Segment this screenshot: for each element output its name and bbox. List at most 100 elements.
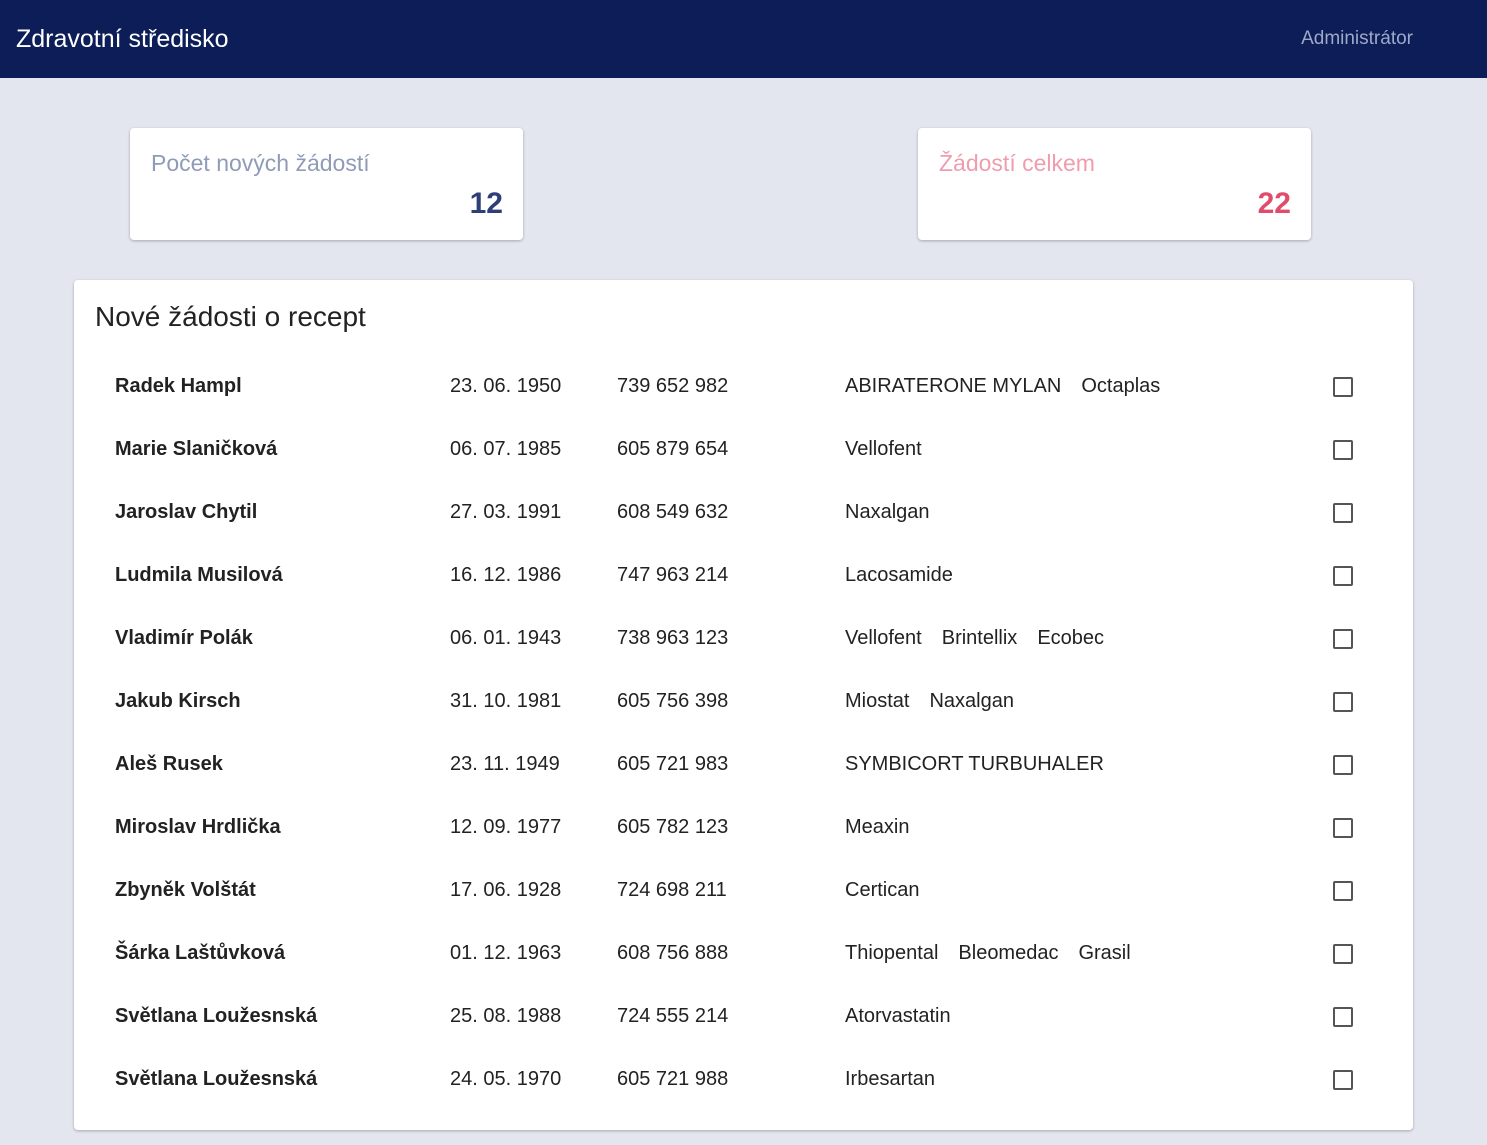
- patient-name: Jakub Kirsch: [115, 690, 241, 712]
- birth-date: 17. 06. 1928: [450, 879, 562, 901]
- request-row: Radek Hampl 23. 06. 1950 739 652 982 ABIRAT…: [74, 353, 1413, 416]
- medication-name: Miostat: [845, 690, 910, 712]
- birth-date: 12. 09. 1977: [450, 816, 562, 838]
- patient-name: Světlana Loužesnská: [115, 1068, 318, 1090]
- medication-name: Naxalgan: [929, 690, 1014, 712]
- panel-title: Nové žádosti o recept: [95, 301, 366, 332]
- medication-name: Meaxin: [845, 816, 910, 838]
- medication-name: Lacosamide: [845, 564, 953, 586]
- patient-name: Miroslav Hrdlička: [115, 816, 281, 838]
- select-checkbox[interactable]: [1333, 1070, 1353, 1090]
- medication-name: Brintellix: [941, 627, 1018, 649]
- phone-number: 605 782 123: [617, 816, 729, 838]
- birth-date: 23. 06. 1950: [450, 375, 562, 397]
- select-checkbox[interactable]: [1333, 503, 1353, 523]
- request-row: Jakub Kirsch 31. 10. 1981 605 756 398 Miost…: [74, 668, 1413, 731]
- patient-name: Marie Slaničková: [115, 438, 278, 460]
- patient-name: Šárka Laštůvková: [115, 942, 286, 964]
- select-checkbox[interactable]: [1333, 377, 1353, 397]
- select-checkbox[interactable]: [1333, 755, 1353, 775]
- top-navbar: Zdravotní středisko Administrátor: [0, 0, 1487, 78]
- request-row: Miroslav Hrdlička 12. 09. 1977 605 782 123…: [74, 794, 1413, 857]
- phone-number: 724 698 211: [617, 879, 727, 901]
- request-row: Světlana Loužesnská 24. 05. 1970 605 721 9…: [74, 1046, 1413, 1109]
- medications: Atorvastatin: [845, 1004, 971, 1028]
- medications: Irbesartan: [845, 1067, 955, 1091]
- phone-number: 747 963 214: [617, 564, 729, 586]
- request-row: Šárka Laštůvková 01. 12. 1963 608 756 888 T…: [74, 920, 1413, 983]
- patient-name: Světlana Loužesnská: [115, 1005, 318, 1027]
- medication-name: Naxalgan: [845, 501, 930, 523]
- phone-number: 605 756 398: [617, 690, 729, 712]
- medications: Lacosamide: [845, 563, 973, 587]
- medications: Miostat Naxalgan: [845, 689, 1034, 713]
- new-requests-count: 12: [469, 187, 503, 220]
- birth-date: 23. 11. 1949: [450, 753, 560, 775]
- phone-number: 724 555 214: [617, 1005, 729, 1027]
- medication-name: Ecobec: [1037, 627, 1105, 649]
- medication-name: Thiopental: [845, 942, 939, 964]
- phone-number: 605 879 654: [617, 438, 729, 460]
- total-requests-count: 22: [1257, 187, 1291, 220]
- patient-name: Aleš Rusek: [115, 753, 223, 775]
- app-title[interactable]: Zdravotní středisko: [16, 25, 229, 53]
- total-requests-label: Žádostí celkem: [939, 150, 1095, 176]
- select-checkbox[interactable]: [1333, 1007, 1353, 1027]
- request-row: Světlana Loužesnská 25. 08. 1988 724 555 2…: [74, 983, 1413, 1046]
- select-checkbox[interactable]: [1333, 440, 1353, 460]
- select-checkbox[interactable]: [1333, 566, 1353, 586]
- medication-name: Irbesartan: [845, 1068, 936, 1090]
- select-checkbox[interactable]: [1333, 818, 1353, 838]
- medication-name: Vellofent: [845, 627, 922, 649]
- patient-name: Jaroslav Chytil: [115, 501, 258, 523]
- select-checkbox[interactable]: [1333, 944, 1353, 964]
- medication-name: Certican: [845, 879, 920, 901]
- request-row: Jaroslav Chytil 27. 03. 1991 608 549 632 Na…: [74, 479, 1413, 542]
- request-row: Ludmila Musilová 16. 12. 1986 747 963 214 L…: [74, 542, 1413, 605]
- medications: Thiopental Bleomedac Grasil: [845, 941, 1151, 965]
- medication-name: ABIRATERONE MYLAN: [845, 375, 1062, 397]
- select-checkbox[interactable]: [1333, 881, 1353, 901]
- medications: SYMBICORT TURBUHALER: [845, 752, 1124, 776]
- new-requests-label: Počet nových žádostí: [151, 150, 370, 176]
- phone-number: 608 549 632: [617, 501, 729, 523]
- medication-name: Octaplas: [1081, 375, 1161, 397]
- medications: Vellofent Brintellix Ecobec: [845, 626, 1124, 650]
- birth-date: 25. 08. 1988: [450, 1005, 562, 1027]
- patient-name: Vladimír Polák: [115, 627, 253, 649]
- medication-name: Grasil: [1078, 942, 1131, 964]
- medications: Certican: [845, 878, 939, 902]
- birth-date: 06. 07. 1985: [450, 438, 562, 460]
- medications: ABIRATERONE MYLAN Octaplas: [845, 374, 1180, 398]
- new-requests-card: Počet nových žádostí 12: [130, 128, 523, 240]
- request-row: Zbyněk Volštát 17. 06. 1928 724 698 211 Cer…: [74, 857, 1413, 920]
- request-row: Aleš Rusek 23. 11. 1949 605 721 983 SYMBICO…: [74, 731, 1413, 794]
- phone-number: 605 721 983: [617, 753, 729, 775]
- medications: Meaxin: [845, 815, 929, 839]
- birth-date: 24. 05. 1970: [450, 1068, 562, 1090]
- birth-date: 27. 03. 1991: [450, 501, 562, 523]
- birth-date: 06. 01. 1943: [450, 627, 562, 649]
- medication-name: SYMBICORT TURBUHALER: [845, 753, 1104, 775]
- medication-name: Vellofent: [845, 438, 922, 460]
- requests-list: Radek Hampl 23. 06. 1950 739 652 982 ABIRAT…: [74, 353, 1413, 1109]
- requests-panel: Nové žádosti o recept Radek Hampl 23. 06.…: [74, 280, 1413, 1130]
- request-row: Vladimír Polák 06. 01. 1943 738 963 123 Vel…: [74, 605, 1413, 668]
- phone-number: 608 756 888: [617, 942, 729, 964]
- user-menu[interactable]: Administrátor: [1301, 28, 1413, 49]
- medication-name: Bleomedac: [958, 942, 1059, 964]
- medications: Vellofent: [845, 437, 942, 461]
- select-checkbox[interactable]: [1333, 629, 1353, 649]
- birth-date: 01. 12. 1963: [450, 942, 562, 964]
- select-checkbox[interactable]: [1333, 692, 1353, 712]
- medication-name: Atorvastatin: [845, 1005, 951, 1027]
- phone-number: 739 652 982: [617, 375, 729, 397]
- phone-number: 605 721 988: [617, 1068, 729, 1090]
- birth-date: 31. 10. 1981: [450, 690, 562, 712]
- total-requests-card: Žádostí celkem 22: [918, 128, 1311, 240]
- request-row: Marie Slaničková 06. 07. 1985 605 879 654 V…: [74, 416, 1413, 479]
- medications: Naxalgan: [845, 500, 950, 524]
- phone-number: 738 963 123: [617, 627, 729, 649]
- birth-date: 16. 12. 1986: [450, 564, 562, 586]
- patient-name: Zbyněk Volštát: [115, 879, 256, 901]
